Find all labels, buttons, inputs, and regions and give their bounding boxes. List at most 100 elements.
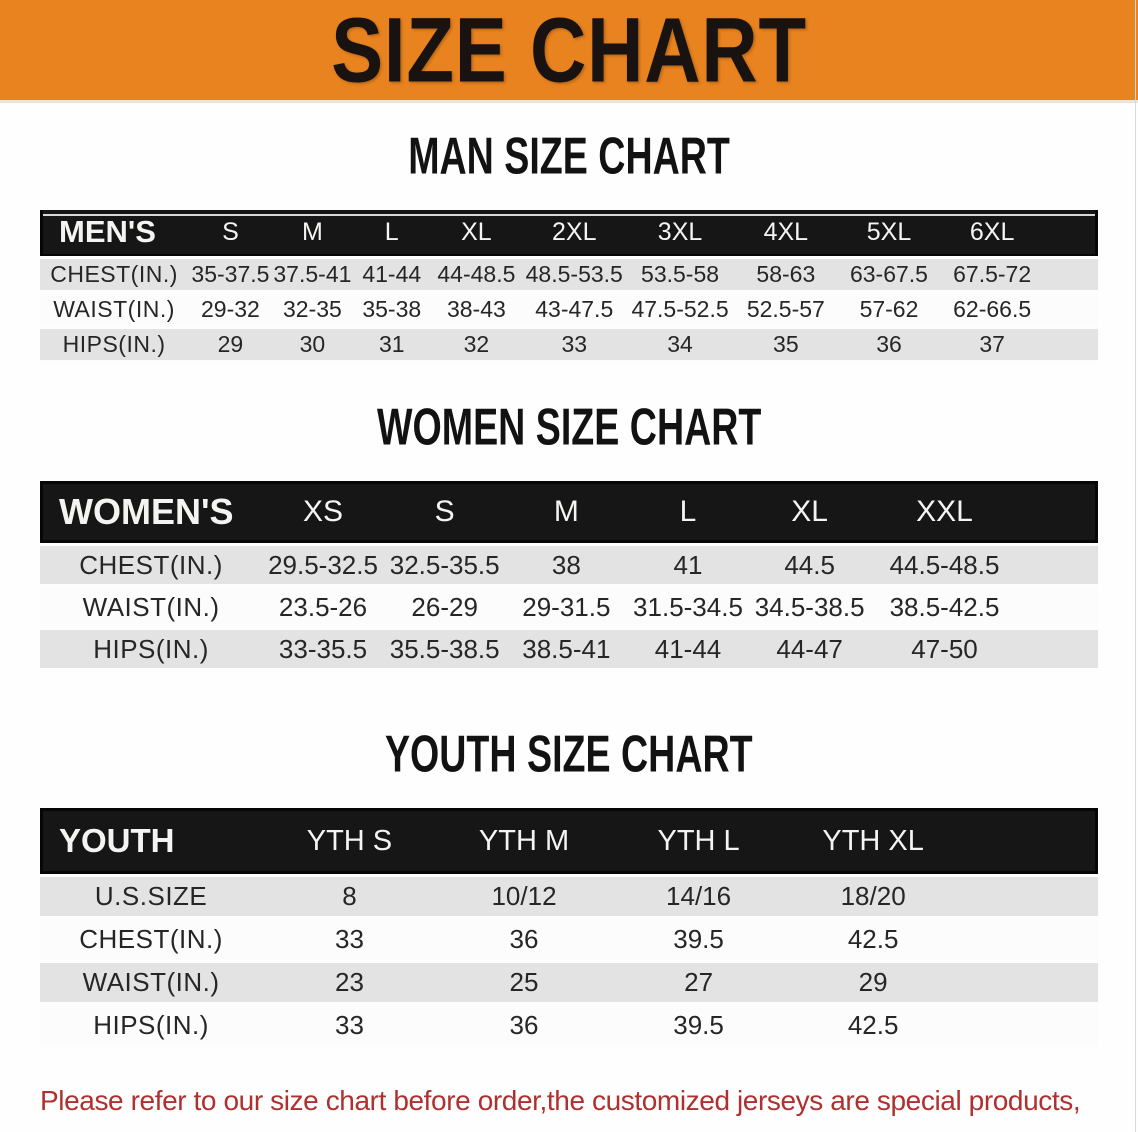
size-value-cell: 35 [732, 329, 839, 364]
size-value-cell: 32 [431, 329, 522, 364]
disclaimer-line-2: we don't accept cancel, change, teturn o… [40, 1124, 1110, 1132]
size-value-cell: 33-35.5 [262, 630, 384, 672]
size-value-cell: 62-66.5 [939, 294, 1046, 329]
size-column-header: 5XL [838, 210, 940, 256]
size-value-cell: 35.5-38.5 [383, 630, 506, 672]
row-filler-cell [960, 1006, 1098, 1049]
size-value-cell: 36 [838, 329, 940, 364]
youth-section-heading: YOUTH SIZE CHART [0, 724, 1138, 790]
table-row: HIPS(IN.) 33-35.5 35.5-38.5 38.5-41 41-44 44-… [40, 630, 1098, 672]
size-value-cell: 67.5-72 [939, 256, 1046, 294]
header-filler-cell [1045, 210, 1098, 256]
size-value-cell: 14/16 [611, 874, 786, 920]
size-value-cell: 36 [436, 1006, 612, 1049]
table-row: WAIST(IN.) 23 25 27 29 [40, 963, 1098, 1006]
size-value-cell: 29-31.5 [505, 588, 628, 630]
size-value-cell: 37.5-41 [272, 256, 353, 294]
size-value-cell: 26-29 [383, 588, 506, 630]
header-filler-cell [1018, 481, 1098, 543]
size-value-cell: 39.5 [611, 1006, 786, 1049]
size-value-cell: 8 [262, 874, 437, 920]
size-value-cell: 57-62 [838, 294, 940, 329]
row-filler-cell [1018, 588, 1098, 630]
table-row: WAIST(IN.) 29-32 32-35 35-38 38-43 43-47.5 47.… [40, 294, 1098, 329]
row-label: CHEST(IN.) [40, 543, 263, 588]
size-column-header: XL [748, 481, 871, 543]
row-label: WAIST(IN.) [40, 963, 263, 1006]
size-value-cell: 47-50 [870, 630, 1019, 672]
size-value-cell: 32.5-35.5 [383, 543, 506, 588]
size-value-cell: 29.5-32.5 [262, 543, 384, 588]
size-value-cell: 43-47.5 [521, 294, 628, 329]
size-column-header: M [272, 210, 353, 256]
size-value-cell: 23.5-26 [262, 588, 384, 630]
size-value-cell: 41 [627, 543, 749, 588]
size-value-cell: 35-38 [352, 294, 432, 329]
size-column-header: XXL [870, 481, 1019, 543]
table-row: CHEST(IN.) 29.5-32.5 32.5-35.5 38 41 44.5 44.5… [40, 543, 1098, 588]
size-column-header: S [383, 481, 506, 543]
banner-title: SIZE CHART [331, 0, 807, 102]
size-value-cell: 38-43 [431, 294, 522, 329]
size-value-cell: 27 [611, 963, 786, 1006]
table-row: CHEST(IN.) 33 36 39.5 42.5 [40, 920, 1098, 963]
row-label: HIPS(IN.) [40, 1006, 263, 1049]
size-value-cell: 34 [627, 329, 733, 364]
women-size-table: WOMEN'S XS S M L XL XXL CHEST(IN.) 29.5-32.5 32.… [40, 481, 1098, 672]
size-value-cell: 25 [436, 963, 612, 1006]
row-filler-cell [1018, 543, 1098, 588]
youth-section-heading-text: YOUTH SIZE CHART [385, 724, 753, 783]
size-value-cell: 44-47 [748, 630, 871, 672]
size-value-cell: 36 [436, 920, 612, 963]
size-value-cell: 33 [262, 1006, 437, 1049]
row-filler-cell [960, 920, 1098, 963]
size-column-header: 2XL [521, 210, 628, 256]
men-section-heading: MAN SIZE CHART [0, 126, 1138, 192]
size-column-header: L [352, 210, 432, 256]
size-value-cell: 41-44 [627, 630, 749, 672]
disclaimer-line-1: Please refer to our size chart before or… [40, 1085, 1081, 1116]
row-label: WAIST(IN.) [40, 294, 189, 329]
size-value-cell: 33 [521, 329, 628, 364]
table-row: CHEST(IN.) 35-37.5 37.5-41 41-44 44-48.5 48.5… [40, 256, 1098, 294]
size-value-cell: 63-67.5 [838, 256, 940, 294]
size-value-cell: 31 [352, 329, 432, 364]
size-value-cell: 33 [262, 920, 437, 963]
table-header-row: WOMEN'S XS S M L XL XXL [40, 481, 1098, 543]
size-value-cell: 38.5-42.5 [870, 588, 1019, 630]
size-column-header: XL [431, 210, 522, 256]
size-value-cell: 18/20 [785, 874, 961, 920]
row-filler-cell [1045, 256, 1098, 294]
size-value-cell: 32-35 [272, 294, 353, 329]
size-value-cell: 35-37.5 [188, 256, 273, 294]
size-column-header: 3XL [627, 210, 733, 256]
size-value-cell: 29-32 [188, 294, 273, 329]
size-value-cell: 53.5-58 [627, 256, 733, 294]
table-row: HIPS(IN.) 29 30 31 32 33 34 35 36 37 [40, 329, 1098, 364]
row-label: CHEST(IN.) [40, 920, 263, 963]
table-row: HIPS(IN.) 33 36 39.5 42.5 [40, 1006, 1098, 1049]
size-value-cell: 38.5-41 [505, 630, 628, 672]
size-value-cell: 38 [505, 543, 628, 588]
size-value-cell: 23 [262, 963, 437, 1006]
size-value-cell: 37 [939, 329, 1046, 364]
row-label: HIPS(IN.) [40, 329, 189, 364]
size-value-cell: 29 [188, 329, 273, 364]
row-filler-cell [960, 963, 1098, 1006]
row-filler-cell [1018, 630, 1098, 672]
table-corner-label: MEN'S [40, 210, 189, 256]
size-column-header: 4XL [732, 210, 839, 256]
size-column-header: YTH M [436, 808, 612, 874]
table-header-row: MEN'S S M L XL 2XL 3XL 4XL 5XL 6XL [40, 210, 1098, 256]
size-value-cell: 41-44 [352, 256, 432, 294]
row-label: CHEST(IN.) [40, 256, 189, 294]
size-column-header: XS [262, 481, 384, 543]
size-column-header: M [505, 481, 628, 543]
size-column-header: L [627, 481, 749, 543]
men-size-table: MEN'S S M L XL 2XL 3XL 4XL 5XL 6XL CHEST(IN.) 35-3… [40, 210, 1098, 364]
row-filler-cell [1045, 329, 1098, 364]
size-value-cell: 10/12 [436, 874, 612, 920]
women-section-heading: WOMEN SIZE CHART [0, 397, 1138, 463]
youth-size-table: YOUTH YTH S YTH M YTH L YTH XL U.S.SIZE 8 10/1… [40, 808, 1098, 1049]
